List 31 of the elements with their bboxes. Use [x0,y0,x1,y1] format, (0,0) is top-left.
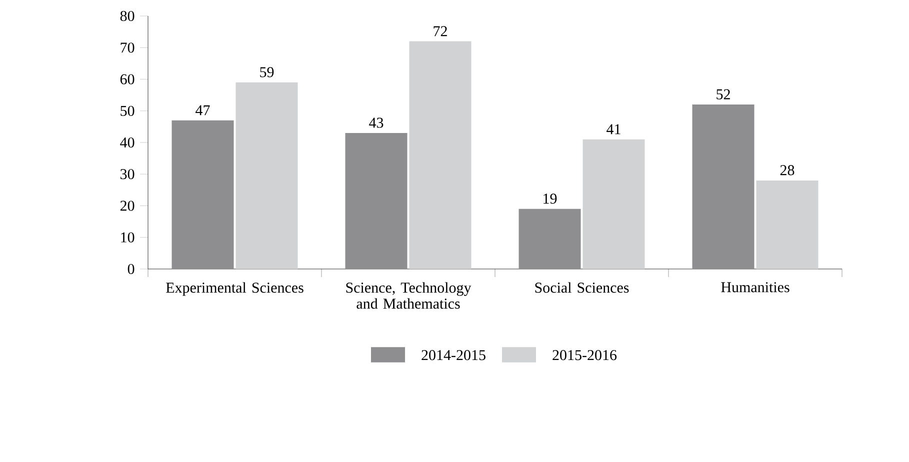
x-tick-label: Experimental Sciences [166,282,304,296]
data-label: 19 [544,194,557,204]
y-tick-label: 70 [120,42,134,53]
y-tick-label: 60 [120,74,134,84]
y-tick-label: 40 [120,137,134,148]
x-tick-label: Humanities [721,282,790,292]
data-label: 47 [196,105,210,116]
y-tick-label: 0 [128,264,134,274]
y-tick-label: 30 [120,169,134,180]
y-tick-label: 80 [120,10,134,22]
bar [172,120,234,269]
bar [582,139,645,269]
legend-label: 2014-2015 [422,350,486,360]
data-label: 52 [716,89,730,100]
y-tick-label: 20 [120,200,134,211]
legend-label: 2015-2016 [552,350,617,360]
data-label: 28 [780,165,794,176]
data-label: 41 [606,124,620,134]
data-label: 72 [434,26,447,36]
bar [236,82,298,269]
bar [518,208,581,269]
x-tick-label: Science, Technology and Mathematics [346,282,472,309]
data-label: 59 [260,67,274,78]
y-tick-label: 50 [120,106,134,116]
bar [345,133,408,269]
y-tick-label: 10 [121,232,134,242]
bar [692,104,754,269]
bar [756,180,818,269]
x-tick-label: Social Sciences [535,282,629,293]
data-label: 43 [369,118,384,128]
bar [409,41,472,269]
